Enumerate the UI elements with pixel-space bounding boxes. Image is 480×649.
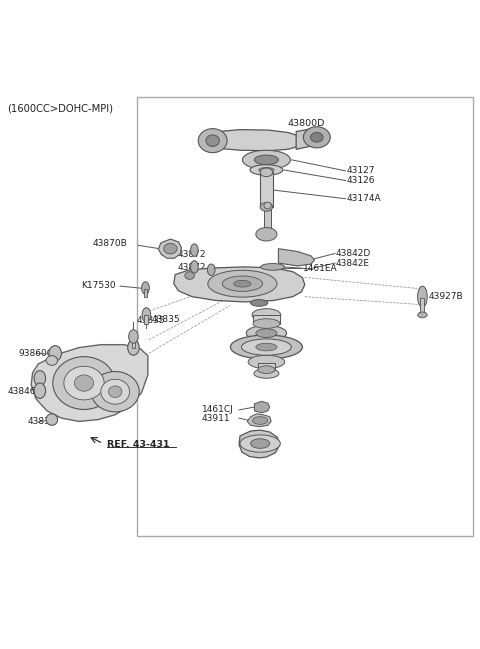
Ellipse shape xyxy=(222,276,263,291)
Ellipse shape xyxy=(74,375,94,391)
Ellipse shape xyxy=(242,151,290,169)
Ellipse shape xyxy=(191,244,198,256)
Bar xyxy=(144,315,148,324)
Ellipse shape xyxy=(250,165,283,175)
Text: 43872: 43872 xyxy=(178,251,206,260)
Ellipse shape xyxy=(256,343,277,351)
Text: 43911: 43911 xyxy=(202,413,230,422)
Ellipse shape xyxy=(248,355,285,369)
Text: 43126: 43126 xyxy=(347,176,375,185)
Ellipse shape xyxy=(91,371,139,412)
Ellipse shape xyxy=(253,319,280,328)
Ellipse shape xyxy=(206,135,219,147)
Text: 43842E: 43842E xyxy=(336,258,370,267)
Ellipse shape xyxy=(64,366,104,400)
Ellipse shape xyxy=(101,379,130,404)
Text: 43837: 43837 xyxy=(28,417,57,426)
Ellipse shape xyxy=(185,272,194,279)
Ellipse shape xyxy=(241,339,291,355)
Ellipse shape xyxy=(303,127,330,148)
Ellipse shape xyxy=(418,286,427,307)
Ellipse shape xyxy=(142,308,151,322)
Ellipse shape xyxy=(208,270,277,297)
Ellipse shape xyxy=(251,300,268,306)
Ellipse shape xyxy=(254,369,279,378)
Text: 43870B: 43870B xyxy=(92,239,127,249)
Ellipse shape xyxy=(261,263,285,270)
Text: 43835: 43835 xyxy=(151,315,180,324)
Ellipse shape xyxy=(207,264,215,276)
Polygon shape xyxy=(158,239,181,258)
Ellipse shape xyxy=(129,330,138,343)
Ellipse shape xyxy=(230,335,302,359)
Bar xyxy=(420,298,424,314)
Bar xyxy=(137,97,473,535)
Ellipse shape xyxy=(260,202,273,211)
Polygon shape xyxy=(278,249,314,266)
Ellipse shape xyxy=(198,129,227,153)
Ellipse shape xyxy=(418,312,427,318)
Bar xyxy=(260,173,273,207)
Text: 43927B: 43927B xyxy=(428,292,463,301)
Polygon shape xyxy=(209,130,305,151)
Ellipse shape xyxy=(258,366,275,373)
Ellipse shape xyxy=(252,417,268,424)
Ellipse shape xyxy=(260,168,273,177)
Text: 1461EA: 1461EA xyxy=(303,264,338,273)
Text: 1461CJ: 1461CJ xyxy=(202,292,233,301)
Text: 1461CJ: 1461CJ xyxy=(202,406,233,415)
Bar xyxy=(264,206,271,233)
Ellipse shape xyxy=(46,356,58,365)
Text: 43174A: 43174A xyxy=(347,194,381,203)
Polygon shape xyxy=(247,414,271,427)
Ellipse shape xyxy=(191,261,198,273)
Text: 43842D: 43842D xyxy=(336,249,371,258)
Ellipse shape xyxy=(254,155,278,165)
Ellipse shape xyxy=(252,309,281,321)
Text: K17530: K17530 xyxy=(82,280,116,289)
Ellipse shape xyxy=(264,202,271,209)
Ellipse shape xyxy=(259,167,274,173)
Ellipse shape xyxy=(49,346,61,361)
Ellipse shape xyxy=(34,383,46,398)
Text: REF. 43-431: REF. 43-431 xyxy=(107,440,169,449)
Ellipse shape xyxy=(142,282,149,294)
Ellipse shape xyxy=(108,386,122,397)
Bar xyxy=(253,315,280,324)
Ellipse shape xyxy=(251,439,270,448)
Ellipse shape xyxy=(311,132,323,142)
Ellipse shape xyxy=(46,414,58,425)
Bar xyxy=(132,337,135,348)
Ellipse shape xyxy=(256,228,277,241)
Ellipse shape xyxy=(256,329,277,337)
Text: 43835: 43835 xyxy=(137,316,166,325)
Polygon shape xyxy=(296,129,325,149)
Ellipse shape xyxy=(53,357,115,410)
Polygon shape xyxy=(254,401,270,413)
Text: (1600CC>DOHC-MPI): (1600CC>DOHC-MPI) xyxy=(7,104,113,114)
Ellipse shape xyxy=(128,340,139,355)
Ellipse shape xyxy=(240,435,280,452)
Polygon shape xyxy=(239,430,279,458)
Ellipse shape xyxy=(246,325,287,341)
Text: 43127: 43127 xyxy=(347,166,375,175)
Text: 93860C: 93860C xyxy=(18,349,53,358)
Text: 43872: 43872 xyxy=(178,263,206,273)
Polygon shape xyxy=(31,345,148,421)
Text: 43800D: 43800D xyxy=(288,119,325,129)
Ellipse shape xyxy=(234,280,251,287)
Bar xyxy=(144,289,147,297)
Ellipse shape xyxy=(34,371,46,386)
Ellipse shape xyxy=(164,243,177,254)
Text: 43846B: 43846B xyxy=(7,387,42,396)
Bar xyxy=(258,363,275,370)
Polygon shape xyxy=(174,267,305,302)
